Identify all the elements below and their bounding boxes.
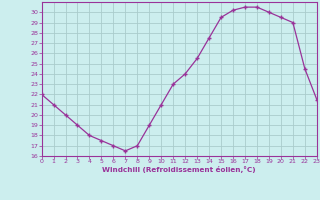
X-axis label: Windchill (Refroidissement éolien,°C): Windchill (Refroidissement éolien,°C) bbox=[102, 166, 256, 173]
